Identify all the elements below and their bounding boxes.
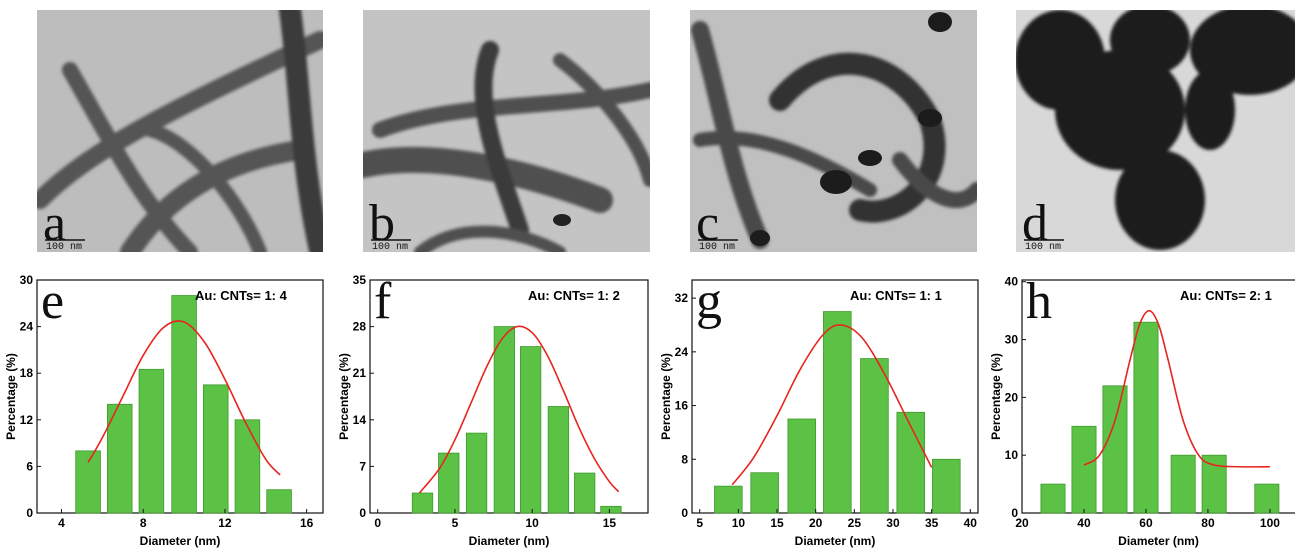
x-axis-label: Diameter (nm) (795, 534, 876, 548)
panel-label: h (1026, 273, 1052, 330)
y-tick-label: 0 (681, 506, 688, 520)
bar (574, 473, 594, 513)
bar (601, 506, 621, 513)
y-tick-label: 10 (1005, 448, 1019, 462)
y-tick-label: 32 (675, 291, 689, 305)
bar (861, 359, 889, 513)
scale-bar-label: 100 nm (699, 242, 735, 253)
y-tick-label: 0 (26, 506, 33, 520)
tem-image-a (37, 10, 323, 252)
panel-label: f (374, 273, 392, 330)
y-tick-label: 0 (359, 506, 366, 520)
x-tick-label: 30 (886, 516, 900, 530)
y-tick-label: 35 (353, 273, 367, 287)
x-tick-label: 35 (925, 516, 939, 530)
x-tick-label: 8 (140, 516, 147, 530)
bar (548, 406, 568, 513)
y-tick-label: 24 (20, 320, 34, 334)
x-tick-label: 4 (58, 516, 65, 530)
bar (1202, 455, 1226, 513)
y-axis-label: Percentage (%) (989, 353, 1003, 440)
y-tick-label: 20 (1005, 390, 1019, 404)
chart-title: Au: CNTs= 1: 4 (195, 288, 288, 303)
bar (1041, 484, 1065, 513)
bar (520, 347, 540, 513)
x-tick-label: 40 (1077, 516, 1091, 530)
y-tick-label: 8 (681, 452, 688, 466)
bar (412, 493, 432, 513)
y-axis-label: Percentage (%) (4, 353, 18, 440)
tem-image-c (690, 10, 977, 252)
y-tick-label: 16 (675, 399, 689, 413)
bar (714, 486, 742, 513)
y-tick-label: 40 (1005, 275, 1019, 289)
bar (1072, 426, 1096, 513)
chart-title: Au: CNTs= 1: 2 (528, 288, 620, 303)
y-tick-label: 24 (675, 345, 689, 359)
y-tick-label: 30 (20, 273, 34, 287)
bar (1255, 484, 1279, 513)
x-tick-label: 10 (732, 516, 746, 530)
y-tick-label: 12 (20, 413, 34, 427)
scale-bar-label: 100 nm (46, 242, 82, 253)
bar (466, 433, 486, 513)
scale-bar-label: 100 nm (372, 242, 408, 253)
x-tick-label: 12 (218, 516, 232, 530)
x-tick-label: 60 (1139, 516, 1153, 530)
x-tick-label: 100 (1260, 516, 1280, 530)
x-tick-label: 80 (1201, 516, 1215, 530)
plot-frame (1022, 280, 1295, 513)
bar (823, 312, 851, 513)
x-axis-label: Diameter (nm) (140, 534, 221, 548)
x-axis-label: Diameter (nm) (1118, 534, 1199, 548)
y-tick-label: 18 (20, 366, 34, 380)
x-tick-label: 0 (374, 516, 381, 530)
histogram-panel: 0 8 16 24 32 5 10 15 20 25 30 35 40 Diameter (nm) Perc… (659, 273, 978, 548)
x-axis-label: Diameter (nm) (469, 534, 550, 548)
bar (76, 451, 101, 513)
x-tick-label: 20 (809, 516, 823, 530)
bar (235, 420, 260, 513)
y-tick-label: 7 (359, 459, 366, 473)
x-tick-label: 16 (300, 516, 314, 530)
y-tick-label: 30 (1005, 333, 1019, 347)
bar (494, 327, 514, 513)
x-tick-label: 25 (848, 516, 862, 530)
panel-label: g (696, 273, 722, 330)
bar (203, 385, 228, 513)
bar (1103, 386, 1127, 513)
x-tick-label: 10 (525, 516, 539, 530)
panel-label: e (41, 273, 64, 330)
x-tick-label: 40 (964, 516, 978, 530)
figure: a100 nmb100 nmc100 nmd100 nm061218243048… (0, 0, 1295, 550)
bar (788, 419, 816, 513)
y-tick-label: 6 (26, 459, 33, 473)
x-tick-label: 5 (696, 516, 703, 530)
y-axis-label: Percentage (%) (659, 353, 673, 440)
tem-image-b (363, 10, 650, 252)
x-tick-label: 5 (452, 516, 459, 530)
x-tick-label: 15 (770, 516, 784, 530)
bar (932, 459, 960, 513)
bar (139, 369, 164, 513)
chart-title: Au: CNTs= 2: 1 (1180, 288, 1272, 303)
tem-image-d (1015, 5, 1295, 252)
chart-title: Au: CNTs= 1: 1 (850, 288, 942, 303)
y-tick-label: 28 (353, 320, 367, 334)
histogram-panel: 0 7 14 21 28 35 0 5 10 15 Diameter (nm) Percentage … (337, 273, 648, 548)
bar (267, 490, 292, 513)
bar (1171, 455, 1195, 513)
scale-bar-label: 100 nm (1025, 242, 1061, 253)
bar (751, 473, 779, 513)
x-tick-label: 20 (1015, 516, 1029, 530)
y-tick-label: 21 (353, 366, 367, 380)
y-axis-label: Percentage (%) (337, 353, 351, 440)
histogram-panel: 0 6 12 18 24 30 4 8 12 16 Diameter (nm) Percentage … (4, 273, 323, 548)
bar (439, 453, 459, 513)
y-tick-label: 14 (353, 413, 367, 427)
x-tick-label: 15 (603, 516, 617, 530)
bar (1134, 322, 1158, 513)
page: a100 nmb100 nmc100 nmd100 nm061218243048… (0, 0, 1295, 550)
